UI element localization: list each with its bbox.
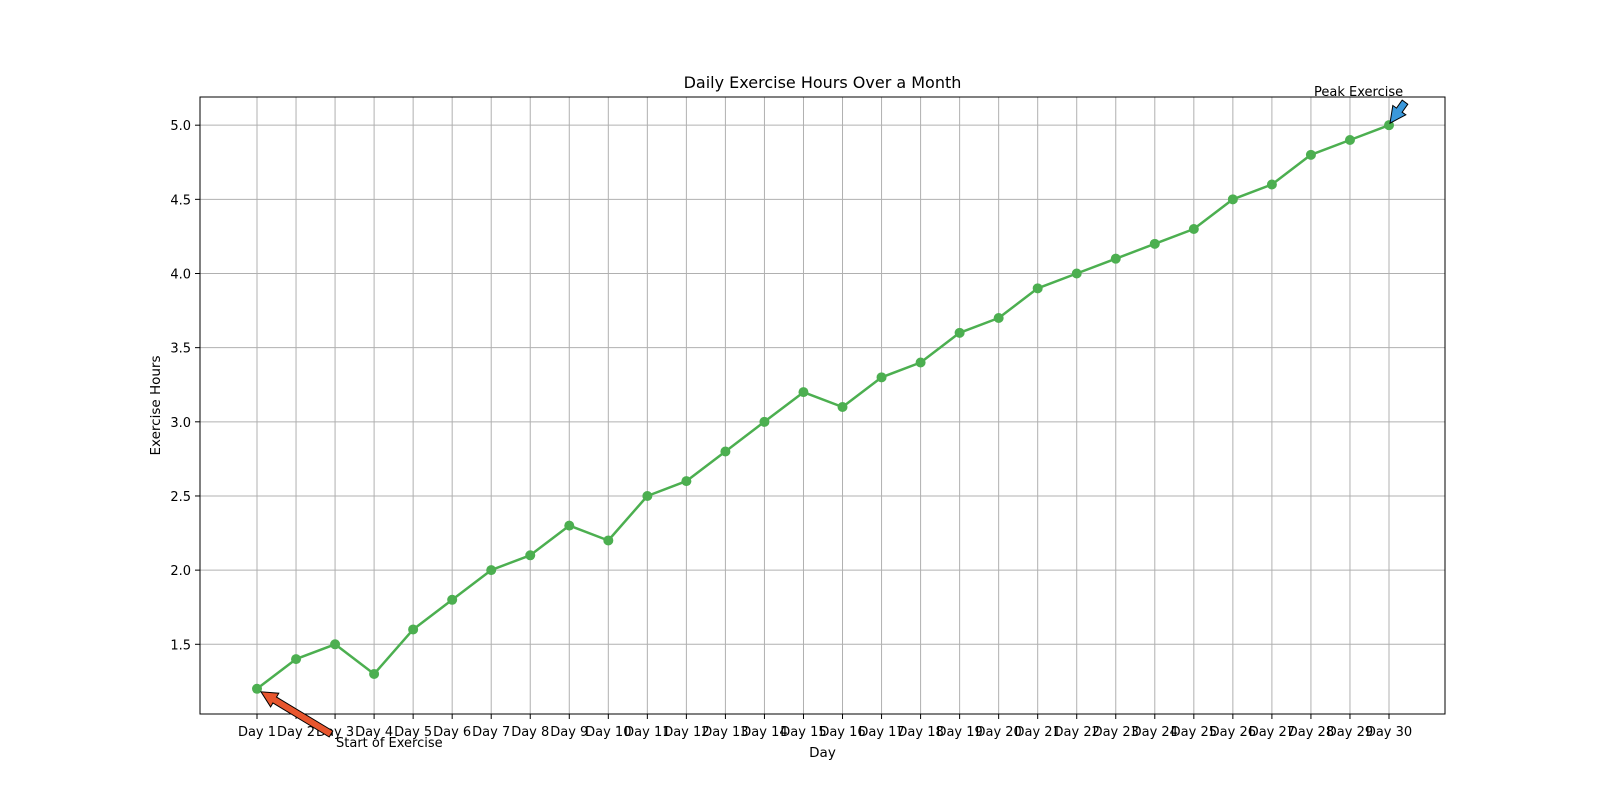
x-tick-label: Day 14 — [741, 725, 787, 740]
x-tick-label: Day 17 — [858, 725, 904, 740]
x-tick-label: Day 15 — [780, 725, 826, 740]
x-axis-title: Day — [809, 745, 836, 761]
data-point-marker — [1227, 194, 1238, 205]
x-tick-label: Day 19 — [936, 725, 982, 740]
x-tick-label: Day 2 — [277, 725, 315, 740]
y-tick-label: 1.5 — [170, 638, 191, 653]
grid — [200, 97, 1445, 714]
series-markers — [252, 120, 1394, 694]
data-point-marker — [252, 683, 262, 694]
x-tick-label: Day 1 — [238, 725, 276, 740]
data-point-marker — [564, 520, 575, 531]
x-tick-label: Day 21 — [1015, 725, 1061, 740]
peak-annotation-label: Peak Exercise — [1314, 85, 1403, 100]
x-tick-label: Day 25 — [1171, 725, 1217, 740]
data-point-marker — [915, 357, 926, 368]
x-tick-label: Day 28 — [1288, 725, 1334, 740]
start-annotation-arrow — [260, 691, 334, 738]
data-point-marker — [681, 476, 692, 487]
x-tick-label: Day 9 — [550, 725, 588, 740]
chart-title: Daily Exercise Hours Over a Month — [684, 73, 962, 92]
data-point-marker — [1305, 149, 1316, 160]
data-point-marker — [1071, 268, 1082, 279]
x-tick-label: Day 11 — [624, 725, 670, 740]
data-point-marker — [993, 312, 1004, 323]
x-tick-label: Day 20 — [975, 725, 1021, 740]
x-tick-label: Day 29 — [1327, 725, 1373, 740]
y-tick-label: 2.5 — [170, 490, 191, 505]
data-point-marker — [759, 416, 770, 427]
y-tick-label: 4.5 — [170, 193, 191, 208]
data-point-marker — [1032, 283, 1043, 294]
y-tick-label: 3.0 — [170, 416, 191, 431]
data-point-marker — [330, 639, 341, 650]
x-tick-label: Day 16 — [819, 725, 865, 740]
y-axis-ticks: 1.5 2.0 2.5 3.0 3.5 4.0 4.5 5.0 — [170, 119, 200, 653]
x-tick-label: Day 26 — [1210, 725, 1256, 740]
y-tick-label: 3.5 — [170, 342, 191, 357]
data-point-marker — [447, 594, 458, 605]
x-tick-label: Day 23 — [1093, 725, 1139, 740]
x-tick-label: Day 4 — [355, 725, 393, 740]
plot-area-frame — [199, 96, 1446, 715]
data-point-marker — [525, 550, 536, 561]
y-tick-label: 4.0 — [170, 267, 191, 282]
data-point-marker — [603, 535, 614, 546]
series-line — [256, 124, 1390, 690]
y-tick-label: 2.0 — [170, 564, 191, 579]
data-point-marker — [642, 490, 653, 501]
data-point-marker — [798, 387, 809, 398]
data-point-marker — [954, 327, 965, 338]
data-point-marker — [408, 624, 419, 635]
x-tick-label: Day 22 — [1054, 725, 1100, 740]
annotations: Start of Exercise Peak Exercise — [260, 85, 1409, 751]
data-point-marker — [1110, 253, 1121, 264]
x-tick-label: Day 8 — [511, 725, 549, 740]
start-annotation-label: Start of Exercise — [336, 736, 443, 751]
y-tick-label: 5.0 — [170, 119, 191, 134]
data-point-marker — [291, 654, 302, 665]
x-tick-label: Day 7 — [472, 725, 510, 740]
x-tick-label: Day 10 — [585, 725, 631, 740]
data-point-marker — [720, 446, 731, 457]
data-point-marker — [1344, 135, 1355, 146]
peak-annotation-arrow — [1389, 99, 1409, 125]
x-tick-label: Day 5 — [394, 725, 432, 740]
data-point-marker — [876, 372, 887, 383]
data-point-marker — [1188, 224, 1199, 235]
x-tick-label: Day 27 — [1249, 725, 1295, 740]
data-point-marker — [1149, 238, 1160, 249]
data-point-marker — [369, 668, 380, 679]
x-tick-label: Day 24 — [1132, 725, 1178, 740]
x-tick-label: Day 12 — [663, 725, 709, 740]
y-axis-title: Exercise Hours — [148, 355, 164, 455]
x-tick-label: Day 13 — [702, 725, 748, 740]
x-axis-ticks: Day 1 Day 2 Day 3 Day 4 Day 5 Day 6 Day 7 Day 8… — [238, 714, 1412, 740]
x-tick-label: Day 18 — [897, 725, 943, 740]
x-tick-label: Day 30 — [1366, 725, 1412, 740]
data-point-marker — [1266, 179, 1277, 190]
data-point-marker — [837, 401, 848, 412]
data-point-marker — [486, 565, 497, 576]
x-tick-label: Day 6 — [433, 725, 471, 740]
